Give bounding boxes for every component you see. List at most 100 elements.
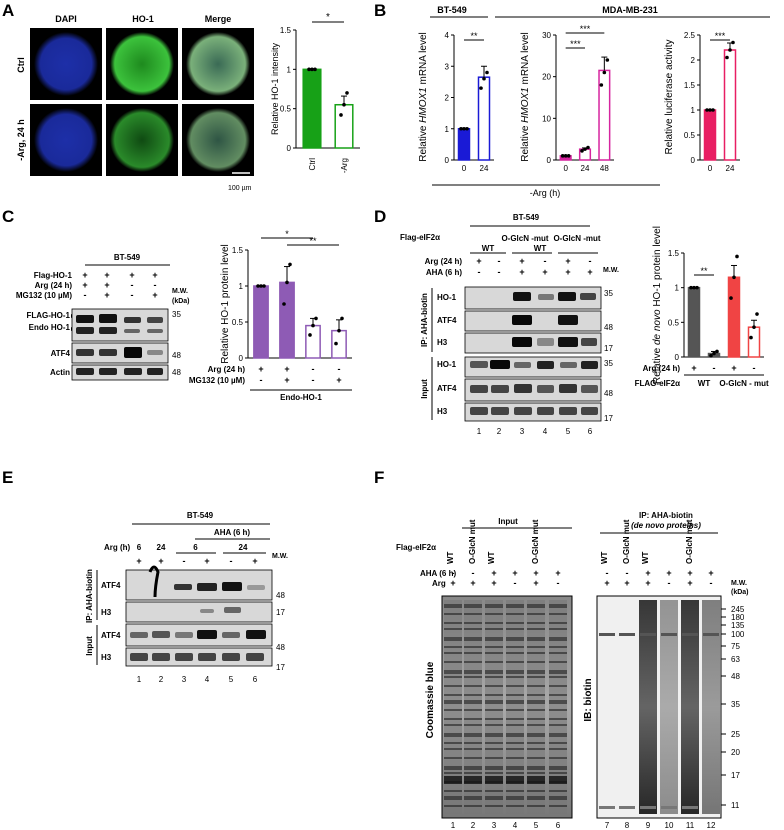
data-point [728, 48, 732, 52]
gel-band [506, 676, 524, 678]
x-category-label: Ctrl [308, 158, 317, 171]
panel-f-signs: - - + + + ++ + + - + -- - + + + ++ + + - + - [450, 568, 713, 588]
panel-d: D BT-549 Flag-eIF2α WT O-GlcN -mut WT O-… [374, 207, 769, 436]
gel-band [549, 637, 567, 641]
x-flag-label: FLAG-eIF2α [635, 379, 680, 388]
gel-band [485, 776, 503, 784]
panel-f-aha: AHA (6 h) [420, 569, 456, 578]
treatment-sign: + [565, 267, 570, 277]
mw-value: 63 [731, 655, 740, 664]
treatment-sign: - [498, 256, 501, 266]
data-point [583, 147, 587, 151]
lane-number: 1 [477, 427, 482, 436]
data-point [712, 351, 716, 356]
data-point [345, 91, 349, 95]
x-sign: + [336, 375, 341, 385]
y-axis-label: Relative luciferase activity [664, 39, 675, 154]
data-point [755, 312, 759, 316]
data-point [729, 296, 733, 300]
x-sign: + [284, 364, 289, 374]
data-point [288, 262, 292, 267]
bar [687, 286, 701, 358]
lane-number: 2 [159, 675, 164, 684]
gel-band [485, 700, 503, 704]
treatment-sign: + [476, 256, 481, 266]
treatment-sign: - [131, 290, 134, 300]
y-tick-label: 1 [675, 284, 680, 293]
lane-number: 1 [137, 675, 142, 684]
gel-band [464, 613, 482, 615]
panel-d-group-mut1: O-GlcN -mut [501, 234, 548, 243]
gel-band [549, 694, 567, 696]
gel-band [485, 676, 503, 678]
y-tick-label: 0.5 [232, 318, 244, 327]
data-point [308, 333, 312, 337]
blot-label: H3 [101, 608, 112, 617]
gel-band [527, 742, 545, 744]
panel-d-input-label: Input [420, 379, 429, 399]
gel-band [464, 805, 482, 807]
gel-band [527, 700, 545, 704]
group-wt: WT [487, 551, 496, 564]
sig-marker: ** [309, 236, 317, 246]
gel-band [527, 670, 545, 674]
treatment-sign: + [587, 267, 592, 277]
data-point [580, 149, 584, 153]
panel-d-ip-label: IP: AHA-biotin [420, 293, 429, 347]
gel-band [485, 709, 503, 711]
y-axis-label: Relative HMOX1 mRNA level [520, 32, 531, 161]
gel-band [464, 772, 482, 774]
data-point [749, 335, 753, 340]
y-tick-label: 2 [445, 94, 450, 103]
mw-value: 17 [731, 771, 740, 780]
y-tick-label: 0 [287, 144, 292, 153]
gel-band [549, 748, 567, 750]
data-point [307, 67, 311, 72]
panel-d-flag: Flag-eIF2α [400, 233, 440, 242]
mw-value: 48 [276, 643, 285, 652]
gel-band [485, 772, 503, 774]
x-row-label: Arg (24 h) [208, 365, 246, 374]
x-tick-label: 48 [600, 164, 609, 173]
data-point [715, 349, 719, 354]
bar [727, 276, 741, 358]
gel-band [549, 796, 567, 800]
lane-number: 3 [182, 675, 187, 684]
gel-band [527, 637, 545, 641]
lane-number: 2 [497, 427, 502, 436]
scale-bar-label: 100 µm [228, 185, 252, 192]
gel-band [464, 676, 482, 678]
sig-marker: *** [580, 24, 591, 34]
treatment-sign: - [230, 556, 233, 566]
gel-band [485, 733, 503, 737]
group-wt: WT [600, 551, 609, 564]
sig-marker: *** [570, 39, 581, 49]
sig-marker: *** [715, 31, 726, 41]
treatment-sign: - [498, 267, 501, 277]
x-group-label: Endo-HO-1 [280, 393, 322, 402]
gel-band [549, 700, 567, 704]
mw-value: 35 [731, 700, 740, 709]
aha-sign: + [708, 568, 713, 578]
gel-band [444, 637, 462, 641]
treatment-sign: - [154, 280, 157, 290]
gel-band [506, 646, 524, 648]
lane-number: 5 [534, 821, 539, 830]
gel-band [549, 709, 567, 711]
y-tick-label: 0.5 [668, 318, 680, 327]
row-ctrl-label: Ctrl [16, 57, 26, 73]
data-point [462, 126, 466, 131]
gel-band [444, 646, 462, 648]
arg-sign: + [604, 578, 609, 588]
bar [279, 281, 295, 359]
data-point [340, 316, 344, 321]
x-row-label: Arg (24 h) [643, 364, 681, 373]
x-tick-label: 24 [480, 164, 489, 173]
data-point [479, 86, 483, 90]
gel-band [444, 718, 462, 720]
ib-band [599, 806, 615, 809]
x-tick-label: 0 [563, 164, 568, 173]
smear-lane [702, 600, 720, 814]
gel-band [485, 757, 503, 759]
